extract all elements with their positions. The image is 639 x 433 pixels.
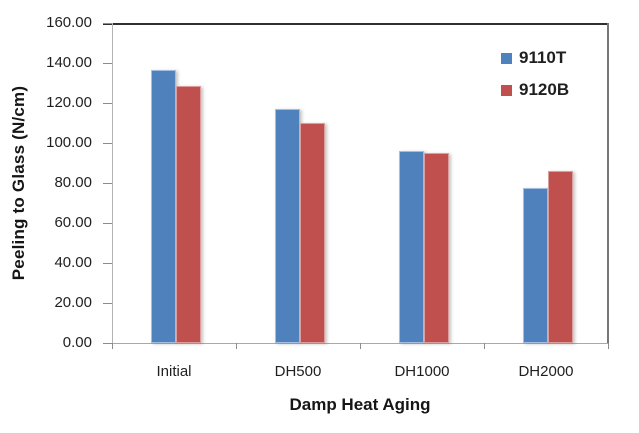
bar-9110T-Initial	[151, 70, 176, 343]
y-tick-mark	[103, 103, 112, 104]
y-tick-mark	[103, 263, 112, 264]
x-tick-mark	[484, 343, 485, 349]
y-tick-mark	[103, 303, 112, 304]
y-tick-label: 100.00	[46, 134, 92, 151]
y-tick-label: 140.00	[46, 54, 92, 71]
legend: 9110T 9120B	[501, 42, 569, 106]
y-tick-mark	[103, 23, 112, 24]
legend-label-9110T: 9110T	[519, 48, 567, 67]
y-axis-line	[112, 23, 113, 343]
bar-9110T-DH2000	[523, 188, 548, 343]
x-tick-mark	[608, 343, 609, 349]
y-tick-label: 120.00	[46, 94, 92, 111]
plot-border-top	[103, 23, 609, 25]
y-tick-label: 20.00	[54, 294, 92, 311]
y-tick-mark	[103, 143, 112, 144]
y-tick-label: 0.00	[62, 334, 92, 351]
y-tick-label: 60.00	[54, 214, 92, 231]
plot-border-right	[607, 23, 609, 344]
legend-entry-9120B: 9120B	[501, 74, 569, 106]
bar-9110T-DH500	[275, 109, 300, 343]
x-tick-mark	[236, 343, 237, 349]
legend-label-9120B: 9120B	[519, 80, 570, 99]
y-tick-mark	[103, 343, 112, 344]
x-category-label-dh500: DH500	[274, 363, 322, 380]
x-axis-title: Damp Heat Aging	[289, 395, 431, 414]
y-tick-mark	[103, 223, 112, 224]
bar-9120B-Initial	[176, 86, 201, 343]
x-tick-mark	[360, 343, 361, 349]
y-tick-label: 40.00	[54, 254, 92, 271]
x-category-label-initial: Initial	[156, 363, 192, 380]
y-tick-mark	[103, 183, 112, 184]
y-tick-mark	[103, 63, 112, 64]
bar-9120B-DH2000	[548, 171, 573, 343]
x-category-label-dh2000: DH2000	[518, 363, 574, 380]
bar-9120B-DH500	[300, 123, 325, 343]
y-tick-label: 160.00	[46, 14, 92, 31]
legend-entry-9110T: 9110T	[501, 42, 569, 74]
plot-area	[112, 23, 608, 343]
legend-swatch-9120B	[501, 84, 512, 96]
x-tick-mark	[112, 343, 113, 349]
legend-swatch-9110T	[501, 52, 512, 64]
y-tick-label: 80.00	[54, 174, 92, 191]
bar-9110T-DH1000	[399, 151, 424, 343]
x-category-label-dh1000: DH1000	[394, 363, 450, 380]
bar-9120B-DH1000	[424, 153, 449, 343]
